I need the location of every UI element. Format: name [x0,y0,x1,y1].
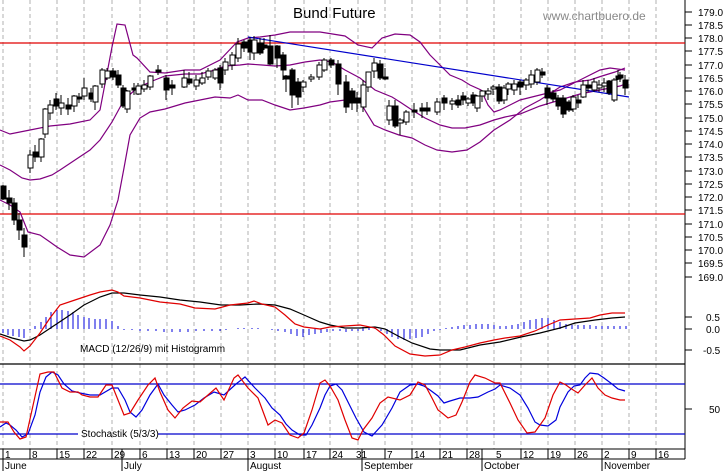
svg-text:6: 6 [142,450,148,461]
svg-text:15: 15 [59,450,71,461]
svg-text:178.5: 178.5 [698,21,723,32]
svg-text:September: September [364,461,414,471]
svg-text:169.5: 169.5 [698,259,723,270]
svg-text:5: 5 [496,450,502,461]
svg-text:0.0: 0.0 [706,325,720,336]
svg-text:171.0: 171.0 [698,220,723,231]
svg-text:178.0: 178.0 [698,34,723,45]
svg-text:179.0: 179.0 [698,8,723,19]
svg-text:29: 29 [114,450,126,461]
svg-text:20: 20 [196,450,208,461]
svg-text:170.5: 170.5 [698,233,723,244]
svg-text:10: 10 [277,450,289,461]
macd-histogram [2,310,627,340]
svg-text:August: August [250,461,281,471]
macd-line [0,289,625,357]
svg-text:169.0: 169.0 [698,273,723,284]
svg-text:12: 12 [523,450,535,461]
svg-text:2: 2 [604,450,610,461]
svg-text:-0.5: -0.5 [703,346,721,357]
svg-text:174.5: 174.5 [698,127,723,138]
svg-text:175.5: 175.5 [698,100,723,111]
source-watermark: www.chartbuero.de [543,9,646,23]
svg-text:7: 7 [387,450,393,461]
svg-text:13: 13 [169,450,181,461]
svg-text:31: 31 [356,450,368,461]
svg-text:November: November [604,461,651,471]
date-axis [0,448,685,471]
svg-text:July: July [124,461,142,471]
svg-text:177.5: 177.5 [698,47,723,58]
svg-text:172.0: 172.0 [698,193,723,204]
month-labels: June July August September October Novem… [5,461,651,471]
svg-text:27: 27 [223,450,235,461]
stoch-d-line [0,371,626,438]
svg-text:26: 26 [577,450,589,461]
svg-text:176.0: 176.0 [698,87,723,98]
chart-title: Bund Future [293,5,376,22]
svg-text:173.0: 173.0 [698,167,723,178]
svg-text:October: October [484,461,520,471]
svg-text:0.5: 0.5 [706,313,720,324]
svg-text:1: 1 [5,450,11,461]
svg-text:177.0: 177.0 [698,61,723,72]
svg-text:June: June [5,461,27,471]
svg-text:174.0: 174.0 [698,140,723,151]
svg-text:171.5: 171.5 [698,206,723,217]
svg-text:14: 14 [414,450,426,461]
svg-text:50: 50 [709,405,721,416]
svg-text:176.5: 176.5 [698,74,723,85]
svg-text:24: 24 [332,450,344,461]
trendline [247,36,630,98]
svg-text:172.5: 172.5 [698,180,723,191]
svg-text:22: 22 [86,450,98,461]
macd-label: MACD (12/26/9) mit Histogramm [80,344,225,355]
macd-signal-line [0,292,626,351]
bollinger-bands [0,23,626,258]
stoch-label: Stochastik (5/3/3) [81,429,159,440]
svg-text:17: 17 [306,450,318,461]
svg-text:3: 3 [250,450,256,461]
svg-text:175.0: 175.0 [698,114,723,125]
svg-text:170.0: 170.0 [698,246,723,257]
svg-text:173.5: 173.5 [698,153,723,164]
svg-text:16: 16 [658,450,670,461]
stoch-k-line [0,371,625,441]
svg-text:28: 28 [469,450,481,461]
vertical-grid [2,0,657,449]
svg-text:8: 8 [32,450,38,461]
y-tick-labels: 179.0 178.5 178.0 177.5 177.0 176.5 176.0 17… [698,8,723,416]
svg-text:21: 21 [442,450,454,461]
svg-text:19: 19 [550,450,562,461]
y-axis [684,0,692,459]
candlesticks [0,35,629,257]
svg-text:9: 9 [631,450,637,461]
